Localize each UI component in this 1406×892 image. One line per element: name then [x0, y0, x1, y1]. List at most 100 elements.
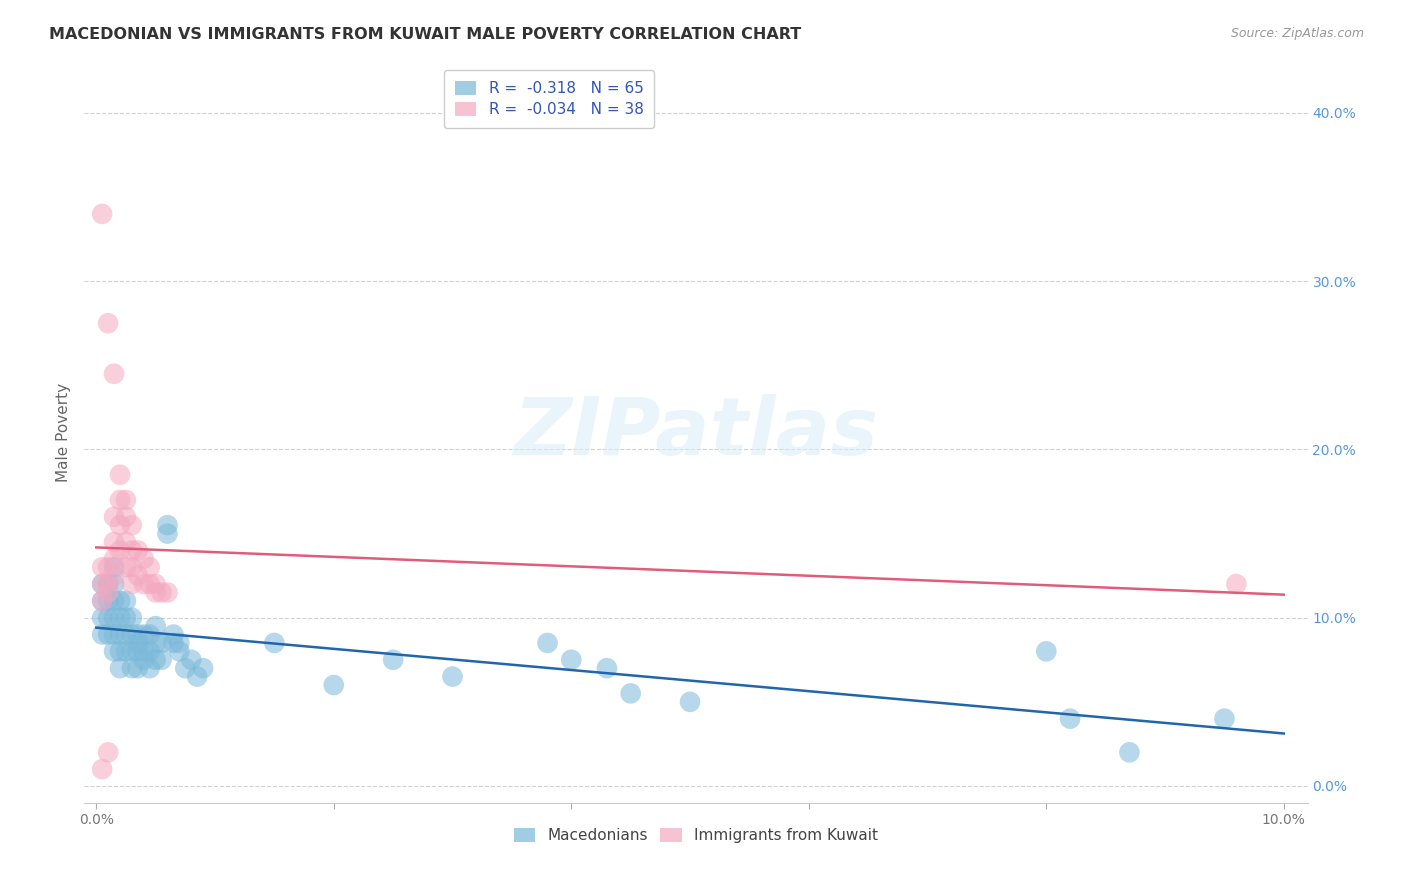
- Point: [145, 619, 167, 633]
- Point: [97, 316, 120, 330]
- Point: [536, 636, 558, 650]
- Point: [108, 627, 131, 641]
- Point: [132, 644, 155, 658]
- Point: [108, 610, 131, 624]
- Point: [150, 585, 173, 599]
- Point: [121, 627, 143, 641]
- Point: [91, 627, 114, 641]
- Point: [97, 627, 120, 641]
- Point: [121, 560, 143, 574]
- Point: [115, 535, 138, 549]
- Point: [156, 526, 179, 541]
- Text: MACEDONIAN VS IMMIGRANTS FROM KUWAIT MALE POVERTY CORRELATION CHART: MACEDONIAN VS IMMIGRANTS FROM KUWAIT MAL…: [49, 27, 801, 42]
- Point: [103, 560, 125, 574]
- Point: [108, 467, 131, 482]
- Point: [169, 636, 191, 650]
- Point: [103, 535, 125, 549]
- Point: [108, 594, 131, 608]
- Point: [132, 551, 155, 566]
- Point: [121, 644, 143, 658]
- Point: [127, 644, 149, 658]
- Point: [156, 585, 179, 599]
- Point: [115, 627, 138, 641]
- Point: [145, 636, 167, 650]
- Point: [108, 543, 131, 558]
- Point: [132, 577, 155, 591]
- Point: [97, 560, 120, 574]
- Point: [679, 695, 702, 709]
- Point: [186, 670, 208, 684]
- Point: [127, 543, 149, 558]
- Point: [103, 644, 125, 658]
- Point: [97, 745, 120, 759]
- Point: [138, 577, 160, 591]
- Point: [103, 367, 125, 381]
- Point: [620, 686, 643, 700]
- Point: [150, 653, 173, 667]
- Point: [103, 594, 125, 608]
- Point: [91, 577, 114, 591]
- Point: [91, 594, 114, 608]
- Point: [127, 661, 149, 675]
- Point: [103, 551, 125, 566]
- Point: [145, 585, 167, 599]
- Point: [115, 492, 138, 507]
- Point: [1035, 644, 1057, 658]
- Point: [97, 585, 120, 599]
- Point: [91, 560, 114, 574]
- Point: [108, 661, 131, 675]
- Point: [91, 594, 114, 608]
- Point: [322, 678, 344, 692]
- Point: [91, 762, 114, 776]
- Point: [97, 610, 120, 624]
- Point: [121, 661, 143, 675]
- Point: [103, 509, 125, 524]
- Point: [180, 653, 202, 667]
- Point: [382, 653, 405, 667]
- Point: [121, 577, 143, 591]
- Point: [108, 492, 131, 507]
- Point: [108, 518, 131, 533]
- Point: [103, 568, 125, 582]
- Text: ZIPatlas: ZIPatlas: [513, 393, 879, 472]
- Point: [145, 577, 167, 591]
- Point: [121, 543, 143, 558]
- Point: [121, 518, 143, 533]
- Point: [1118, 745, 1140, 759]
- Point: [97, 577, 120, 591]
- Point: [103, 577, 125, 591]
- Point: [115, 610, 138, 624]
- Y-axis label: Male Poverty: Male Poverty: [56, 383, 72, 483]
- Point: [263, 636, 285, 650]
- Point: [97, 577, 120, 591]
- Point: [127, 627, 149, 641]
- Point: [174, 661, 197, 675]
- Point: [132, 653, 155, 667]
- Point: [156, 518, 179, 533]
- Point: [115, 644, 138, 658]
- Point: [103, 610, 125, 624]
- Point: [97, 594, 120, 608]
- Point: [150, 636, 173, 650]
- Point: [1213, 712, 1236, 726]
- Point: [138, 627, 160, 641]
- Point: [127, 568, 149, 582]
- Text: Source: ZipAtlas.com: Source: ZipAtlas.com: [1230, 27, 1364, 40]
- Point: [132, 627, 155, 641]
- Point: [115, 560, 138, 574]
- Point: [145, 653, 167, 667]
- Point: [138, 644, 160, 658]
- Point: [91, 577, 114, 591]
- Point: [127, 636, 149, 650]
- Point: [162, 627, 184, 641]
- Point: [169, 644, 191, 658]
- Point: [138, 661, 160, 675]
- Point: [115, 594, 138, 608]
- Point: [115, 509, 138, 524]
- Point: [191, 661, 214, 675]
- Point: [1225, 577, 1247, 591]
- Point: [121, 610, 143, 624]
- Point: [103, 627, 125, 641]
- Point: [108, 644, 131, 658]
- Point: [91, 207, 114, 221]
